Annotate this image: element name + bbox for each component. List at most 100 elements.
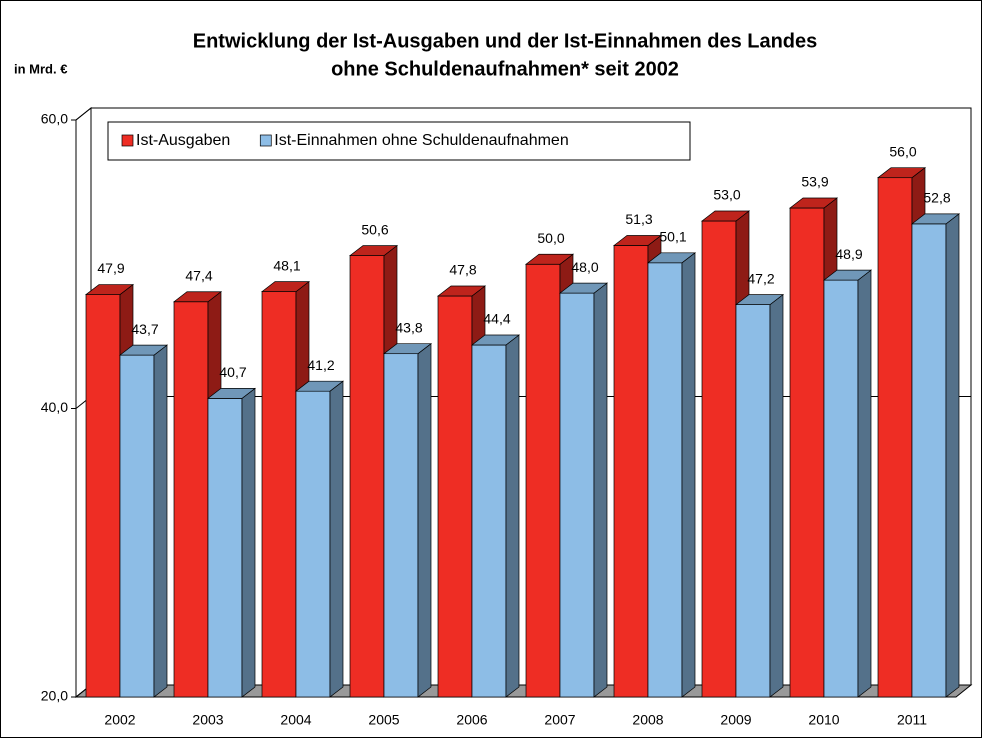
value-label: 52,8 [923, 190, 950, 206]
value-label: 56,0 [889, 143, 916, 159]
value-label: 47,9 [97, 260, 124, 276]
bar-front [911, 223, 947, 698]
bar-front [701, 220, 737, 698]
bar-side [945, 213, 960, 698]
x-tick-label: 2003 [192, 712, 223, 728]
legend-label: Ist-Einnahmen ohne Schuldenaufnahmen [274, 132, 568, 149]
bar-front [647, 262, 683, 698]
bar-front [383, 353, 419, 698]
bar-top [172, 291, 223, 303]
bar-front [261, 291, 297, 698]
value-label: 53,9 [801, 174, 828, 190]
bar [294, 380, 345, 698]
bar [910, 213, 961, 698]
bar-front [613, 245, 649, 698]
bar-front [119, 354, 155, 698]
bar-top [910, 213, 961, 225]
value-label: 44,4 [483, 311, 510, 327]
y-tick-label: 60,0 [41, 111, 68, 127]
chart-title: Entwicklung der Ist-Ausgaben und der Ist… [193, 30, 818, 52]
bar-side [329, 380, 344, 698]
x-tick-label: 2006 [456, 712, 487, 728]
bar-front [789, 207, 825, 698]
bar-front [735, 304, 771, 698]
bar-top [558, 282, 609, 294]
bar-top [646, 252, 697, 264]
bar-top [612, 235, 663, 246]
chart-title: ohne Schuldenaufnahmen* seit 2002 [331, 58, 679, 80]
value-label: 43,8 [395, 319, 422, 335]
bar-top [294, 380, 345, 392]
value-label: 51,3 [625, 211, 652, 227]
value-label: 48,1 [273, 257, 300, 273]
value-label: 47,8 [449, 262, 476, 278]
value-label: 48,0 [571, 259, 598, 275]
x-tick-label: 2011 [897, 712, 927, 728]
bar [646, 252, 697, 698]
bar-top [84, 284, 135, 295]
bar-side [241, 387, 256, 698]
bar-side [857, 269, 872, 698]
y-axis-label: in Mrd. € [14, 61, 67, 76]
bar [734, 293, 785, 698]
legend-swatch [259, 134, 272, 147]
x-tick-label: 2007 [544, 712, 575, 728]
bar-top [524, 253, 575, 265]
bar-top [348, 245, 399, 256]
bar-front [471, 344, 507, 698]
bar-top [734, 294, 785, 305]
value-label: 53,0 [713, 187, 740, 203]
bar-top [822, 269, 873, 281]
bar-top [118, 344, 169, 356]
value-label: 50,6 [361, 221, 388, 237]
value-label: 40,7 [219, 364, 246, 380]
value-label: 47,4 [185, 267, 212, 283]
bar-side [681, 252, 696, 698]
x-tick-label: 2009 [720, 712, 751, 728]
bar-side [505, 334, 520, 698]
x-tick-label: 2005 [368, 712, 399, 728]
value-label: 47,2 [747, 270, 774, 286]
value-label: 43,7 [131, 321, 158, 337]
bar [118, 344, 169, 698]
bar-side [769, 293, 784, 698]
legend [107, 121, 691, 161]
bar-top [206, 388, 257, 399]
bar-front [525, 263, 561, 698]
bar-front [349, 255, 385, 698]
bar-side [593, 282, 608, 698]
x-tick-label: 2010 [808, 712, 839, 728]
x-tick-label: 2002 [104, 712, 135, 728]
bar-top [260, 281, 311, 293]
bar [558, 282, 609, 698]
legend-swatch [121, 134, 134, 147]
bar-front [173, 301, 209, 698]
x-tick-label: 2008 [632, 712, 663, 728]
bar [470, 334, 521, 698]
bar-front [437, 295, 473, 698]
bar-front [559, 292, 595, 698]
bar [206, 387, 257, 698]
value-label: 48,9 [835, 246, 862, 262]
bar [382, 342, 433, 698]
bar-front [295, 390, 331, 698]
y-tick-label: 40,0 [41, 399, 68, 415]
value-label: 41,2 [307, 357, 334, 373]
bar-top [382, 343, 433, 355]
bar-front [823, 279, 859, 698]
y-tick-label: 20,0 [41, 688, 68, 704]
grid-line [75, 107, 971, 121]
bar-top [876, 167, 927, 179]
bar-top [700, 210, 751, 222]
bar-front [877, 177, 913, 698]
bar-front [207, 398, 243, 698]
bar [822, 269, 873, 698]
x-tick-label: 2004 [280, 712, 311, 728]
bar-top [788, 197, 839, 209]
bar-front [85, 294, 121, 698]
bar-side [417, 342, 432, 698]
bar-top [436, 285, 487, 297]
legend-label: Ist-Ausgaben [136, 132, 230, 149]
bar-side [153, 344, 168, 698]
